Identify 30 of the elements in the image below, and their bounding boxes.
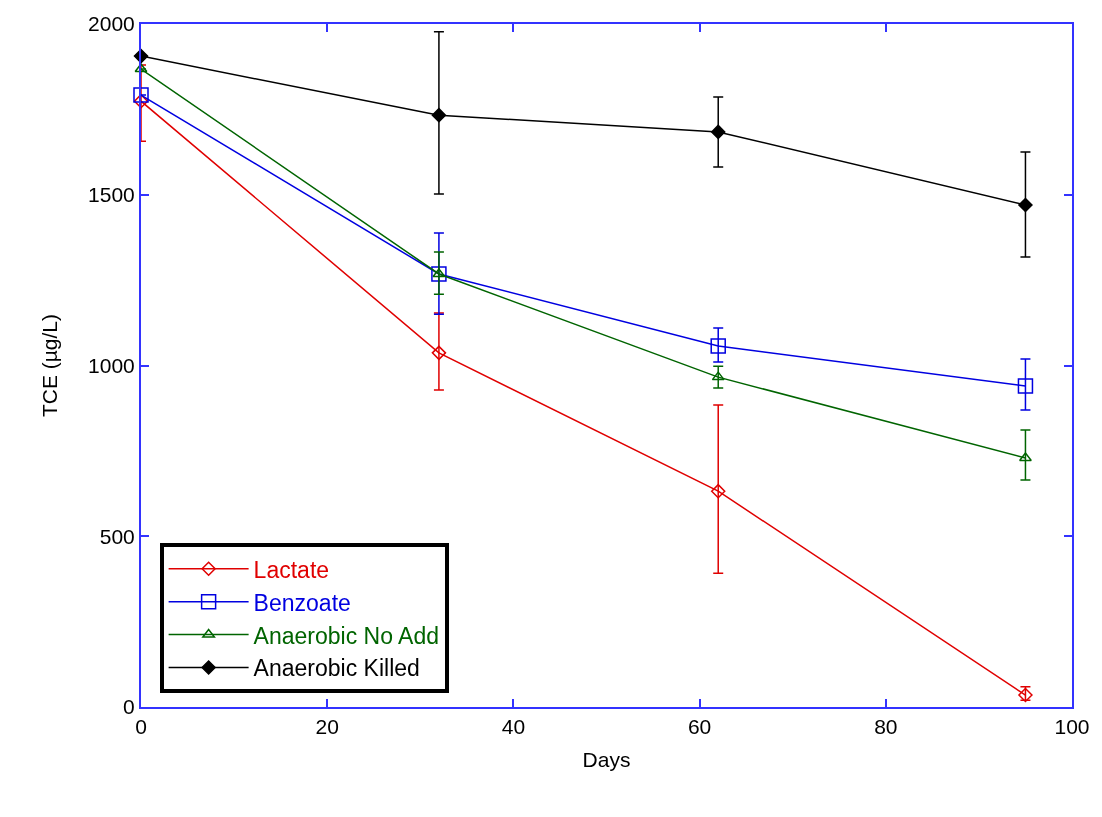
x-axis-title: Days [582, 747, 631, 771]
point [431, 345, 447, 361]
y-tick-label: 1500 [88, 183, 135, 207]
legend-label: Lactate [253, 556, 330, 583]
x-tick-label: 80 [874, 715, 898, 739]
point [710, 483, 726, 499]
point [431, 107, 447, 123]
point [133, 93, 149, 109]
legend-label: Benzoate [253, 589, 351, 616]
y-tick-label: 500 [99, 524, 135, 548]
point [1017, 378, 1034, 394]
x-tick-label: 20 [315, 715, 339, 739]
point [1018, 452, 1032, 462]
y-tick-label: 1000 [88, 353, 135, 377]
point [134, 63, 148, 73]
point [710, 338, 726, 354]
point [710, 124, 726, 140]
y-tick-label: 2000 [88, 12, 135, 36]
point [432, 268, 446, 278]
x-tick-label: 100 [1054, 715, 1090, 739]
x-tick-label: 40 [501, 715, 526, 739]
legend-label: Anaerobic No Add [253, 622, 440, 649]
point [133, 87, 149, 103]
point [711, 371, 725, 381]
y-tick-label: 0 [123, 695, 135, 719]
legend-label: Anaerobic Killed [253, 655, 420, 682]
point [431, 266, 447, 282]
y-axis-title: TCE (µg/L) [37, 313, 61, 418]
point [1018, 197, 1033, 213]
x-tick-label: 60 [687, 715, 712, 739]
